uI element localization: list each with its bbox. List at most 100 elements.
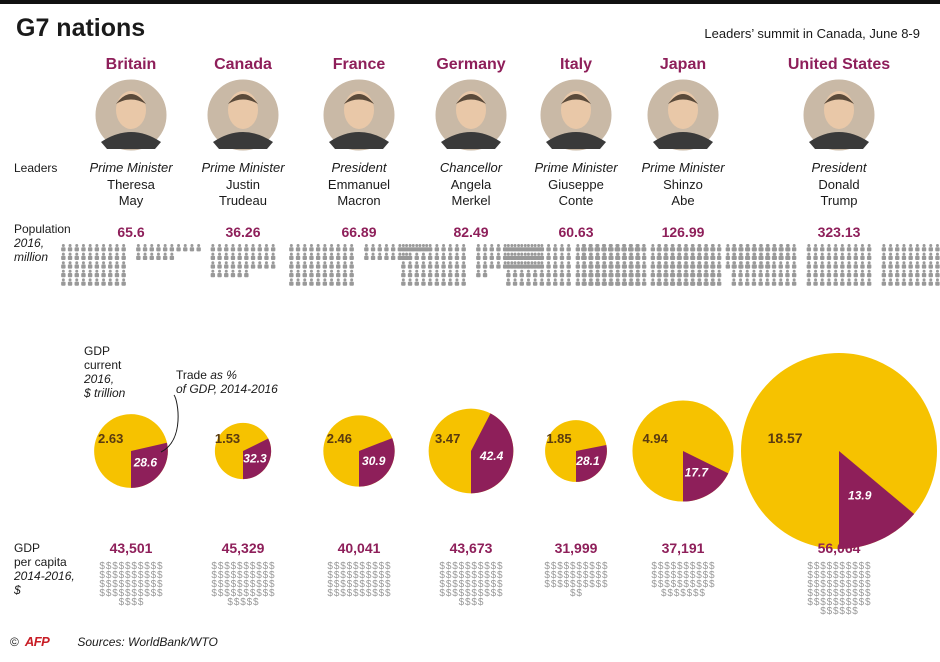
person-icon-body	[778, 247, 783, 252]
person-icon	[414, 244, 419, 252]
dollar-sign-icon: $	[589, 570, 595, 581]
person-icon-head	[726, 244, 730, 247]
person-icon-body	[928, 264, 933, 269]
person-icon-head	[576, 278, 580, 282]
person-icon	[751, 278, 757, 286]
dollar-sign-icon: $	[583, 570, 589, 581]
person-icon	[791, 278, 797, 286]
person-icon	[820, 252, 825, 260]
person-icon	[81, 261, 86, 269]
person-icon	[270, 244, 276, 252]
dollar-sign-icon: $	[465, 597, 471, 608]
dollar-sign-icon: $	[334, 570, 340, 581]
person-icon-body	[156, 255, 161, 260]
person-icon	[244, 269, 249, 278]
person-icon-body	[546, 255, 551, 260]
person-icon-body	[690, 255, 695, 260]
person-icon-head	[732, 252, 736, 256]
dollar-sign-icon: $	[839, 570, 845, 581]
dollar-sign-icon: $	[385, 579, 391, 590]
person-icon	[506, 244, 511, 252]
person-icon-body	[650, 264, 656, 269]
person-icon	[751, 244, 757, 252]
person-icon-body	[615, 264, 620, 269]
dollar-sign-icon: $	[602, 570, 608, 581]
person-icon-head	[303, 252, 307, 256]
row-label-gdp-line2: current	[84, 358, 122, 372]
person-icon	[295, 244, 301, 252]
person-icon	[81, 269, 86, 278]
dollar-sign-icon: $	[820, 561, 826, 572]
dollar-sign-icon: $	[327, 570, 333, 581]
dollar-sign-icon: $	[544, 579, 550, 590]
person-icon-head	[303, 244, 307, 247]
person-icon	[136, 244, 141, 252]
person-icon-head	[785, 261, 789, 265]
person-icon-head	[847, 261, 851, 265]
person-icon-head	[88, 269, 92, 273]
person-icon-head	[401, 244, 405, 247]
row-label-per-capita-line3: 2014-2016,	[14, 569, 75, 583]
dollar-sign-icon: $	[671, 561, 677, 572]
person-icon-head	[330, 261, 334, 265]
person-icon-body	[441, 281, 446, 286]
person-icon	[826, 261, 832, 269]
person-icon	[230, 252, 236, 260]
dollar-sign-icon: $	[452, 561, 458, 572]
person-icon-body	[217, 255, 222, 260]
footer: © AFP Sources: WorldBank/WTO	[10, 634, 218, 649]
person-icon	[771, 269, 777, 278]
portrait-hair	[456, 94, 486, 104]
leader-first-name: Shinzo	[663, 177, 703, 192]
person-icon-head	[264, 244, 268, 247]
person-icon-head	[792, 278, 796, 282]
dollar-sign-icon: $	[852, 561, 858, 572]
person-icon-head	[170, 244, 174, 247]
person-icon-body	[94, 247, 100, 252]
person-icon	[635, 278, 640, 286]
person-icon	[370, 244, 376, 252]
person-icon-head	[642, 278, 646, 282]
person-icon-head	[622, 252, 626, 256]
person-icon-head	[238, 252, 242, 256]
person-icon-head	[847, 252, 851, 256]
dollar-sign-icon: $	[379, 579, 385, 590]
person-icon-body	[101, 273, 106, 278]
person-icon	[915, 278, 920, 286]
person-icon-head	[442, 252, 446, 256]
person-icon-head	[122, 261, 126, 265]
person-icon	[928, 244, 933, 252]
person-icon-head	[814, 269, 818, 273]
person-icon-body	[826, 247, 832, 252]
person-icon-body	[121, 273, 126, 278]
person-icon-body	[476, 273, 481, 278]
person-icon	[595, 269, 600, 278]
person-icon-head	[840, 244, 844, 247]
person-icon-body	[888, 273, 893, 278]
dollar-sign-icon: $	[696, 579, 702, 590]
person-icon-body	[881, 264, 887, 269]
person-icon-body	[461, 264, 466, 269]
person-icon-head	[609, 252, 613, 256]
person-icon-body	[295, 273, 301, 278]
person-icon	[635, 252, 640, 260]
person-icon-body	[342, 255, 348, 260]
person-icon-head	[251, 244, 255, 247]
person-icon-head	[330, 269, 334, 273]
person-icon	[683, 278, 688, 286]
person-icon-head	[664, 278, 668, 282]
person-icon-head	[929, 261, 933, 265]
person-icon	[108, 244, 113, 252]
person-icon	[608, 278, 613, 286]
person-icon-head	[710, 244, 714, 247]
leader-portrait	[94, 78, 168, 152]
person-icon-body	[546, 281, 551, 286]
person-icon-body	[230, 264, 236, 269]
person-icon-head	[710, 261, 714, 265]
person-icon	[377, 252, 382, 260]
person-icon-head	[95, 269, 99, 273]
person-icon-head	[759, 269, 763, 273]
person-icon	[833, 252, 838, 260]
dollar-sign-icon: $	[256, 579, 262, 590]
person-icon-head	[739, 244, 743, 247]
